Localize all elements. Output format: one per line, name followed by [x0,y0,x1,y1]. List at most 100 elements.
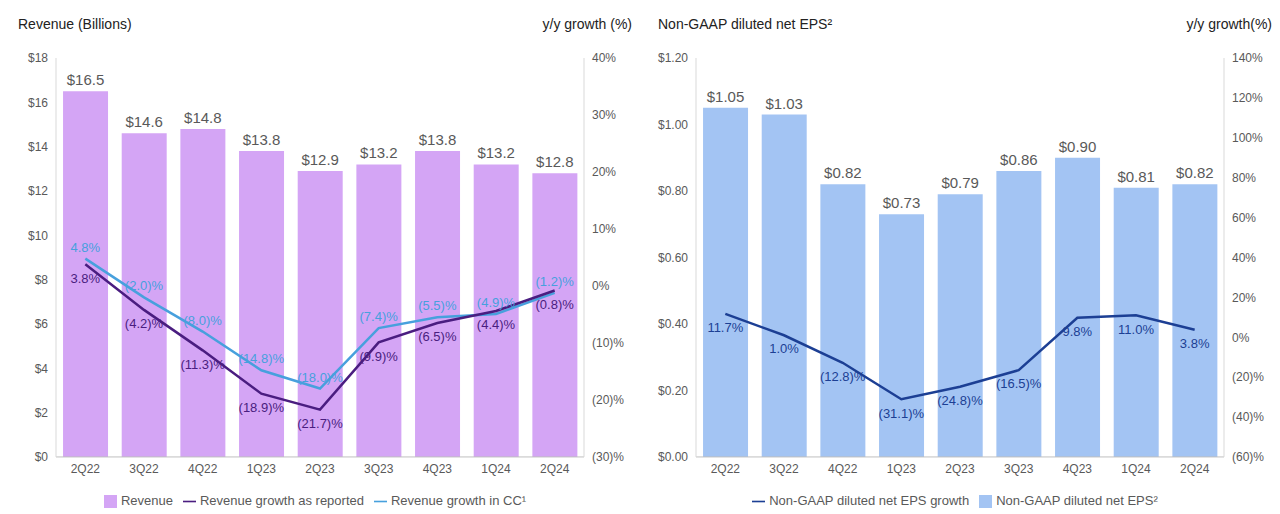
svg-text:60%: 60% [1232,211,1256,225]
svg-text:(1.2)%: (1.2)% [536,274,575,289]
svg-text:0%: 0% [1232,331,1250,345]
svg-text:(8.0)%: (8.0)% [184,313,223,328]
svg-text:4Q23: 4Q23 [423,462,453,476]
svg-text:$13.8: $13.8 [243,131,281,148]
svg-text:$14.6: $14.6 [125,113,163,130]
svg-text:(10)%: (10)% [592,336,624,350]
svg-text:(21.7)%: (21.7)% [297,416,343,431]
svg-text:3Q22: 3Q22 [129,462,159,476]
svg-text:20%: 20% [592,165,616,179]
svg-text:(0.8)%: (0.8)% [536,297,575,312]
svg-text:1Q24: 1Q24 [481,462,511,476]
svg-text:(24.8)%: (24.8)% [937,393,983,408]
svg-text:$8: $8 [35,273,49,287]
svg-text:10%: 10% [592,222,616,236]
svg-text:140%: 140% [1232,51,1263,65]
svg-text:$10: $10 [28,229,48,243]
svg-text:11.7%: 11.7% [707,320,743,335]
svg-text:2Q24: 2Q24 [540,462,570,476]
svg-text:4.8%: 4.8% [71,240,101,255]
svg-text:$0.20: $0.20 [658,384,688,398]
svg-text:0%: 0% [592,279,610,293]
svg-text:$0.80: $0.80 [658,184,688,198]
svg-text:(30)%: (30)% [592,450,624,464]
svg-text:$0.40: $0.40 [658,317,688,331]
svg-text:$12: $12 [28,184,48,198]
svg-text:20%: 20% [1232,291,1256,305]
svg-text:1Q23: 1Q23 [887,462,917,476]
svg-text:$0.90: $0.90 [1059,138,1097,155]
svg-text:$14.8: $14.8 [184,109,222,126]
svg-text:(9.9)%: (9.9)% [360,349,399,364]
svg-text:(16.5)%: (16.5)% [996,376,1042,391]
svg-text:$1.20: $1.20 [658,51,688,65]
svg-text:9.8%: 9.8% [1063,324,1093,339]
svg-text:2Q24: 2Q24 [1180,462,1210,476]
svg-text:$18: $18 [28,51,48,65]
svg-text:(18.9)%: (18.9)% [239,400,285,415]
svg-text:(12.8)%: (12.8)% [820,369,866,384]
svg-text:$0.82: $0.82 [824,164,862,181]
svg-text:$6: $6 [35,317,49,331]
svg-text:$2: $2 [35,406,49,420]
svg-text:(31.1)%: (31.1)% [879,406,925,421]
svg-text:$1.03: $1.03 [765,95,803,112]
svg-text:11.0%: 11.0% [1118,322,1154,337]
svg-text:(7.4)%: (7.4)% [360,309,399,324]
svg-text:(6.5)%: (6.5)% [418,329,457,344]
svg-text:$0.82: $0.82 [1176,164,1214,181]
svg-text:1.0%: 1.0% [769,341,799,356]
svg-text:(20)%: (20)% [1232,370,1264,384]
svg-text:120%: 120% [1232,91,1263,105]
svg-text:$0.79: $0.79 [941,174,979,191]
svg-text:(5.5)%: (5.5)% [418,298,457,313]
svg-text:$0.60: $0.60 [658,251,688,265]
svg-text:$13.2: $13.2 [477,144,515,161]
svg-text:(4.4)%: (4.4)% [477,317,516,332]
svg-text:30%: 30% [592,108,616,122]
svg-text:3Q22: 3Q22 [769,462,799,476]
svg-text:$0.86: $0.86 [1000,151,1038,168]
svg-text:$12.8: $12.8 [536,153,574,170]
svg-text:$16.5: $16.5 [67,71,105,88]
html-text:Revenue (Billions): Revenue (Billions) [18,16,132,32]
svg-text:$0: $0 [35,450,49,464]
svg-text:$0.00: $0.00 [658,450,688,464]
svg-text:(18.0)%: (18.0)% [297,370,343,385]
svg-text:40%: 40% [1232,251,1256,265]
svg-text:$1.00: $1.00 [658,118,688,132]
svg-text:1Q24: 1Q24 [1121,462,1151,476]
svg-text:$1.05: $1.05 [707,88,745,105]
svg-text:3Q23: 3Q23 [1004,462,1034,476]
svg-text:2Q23: 2Q23 [945,462,975,476]
svg-text:(60)%: (60)% [1232,450,1264,464]
svg-text:$14: $14 [28,140,48,154]
svg-text:(4.9)%: (4.9)% [477,295,516,310]
svg-text:(14.8)%: (14.8)% [239,351,285,366]
svg-text:$13.2: $13.2 [360,144,398,161]
svg-text:$0.73: $0.73 [883,194,921,211]
svg-text:2Q22: 2Q22 [711,462,741,476]
svg-text:3Q23: 3Q23 [364,462,394,476]
svg-text:4Q23: 4Q23 [1063,462,1093,476]
svg-text:4Q22: 4Q22 [828,462,858,476]
svg-text:3.8%: 3.8% [71,271,101,286]
svg-text:1Q23: 1Q23 [247,462,277,476]
svg-text:2Q23: 2Q23 [305,462,335,476]
svg-text:$13.8: $13.8 [419,131,457,148]
svg-text:100%: 100% [1232,131,1263,145]
svg-text:4Q22: 4Q22 [188,462,218,476]
svg-text:(40)%: (40)% [1232,410,1264,424]
svg-text:(11.3)%: (11.3)% [180,357,225,372]
svg-text:$0.81: $0.81 [1117,168,1155,185]
svg-text:40%: 40% [592,51,616,65]
svg-text:2Q22: 2Q22 [71,462,101,476]
svg-text:$16: $16 [28,96,48,110]
svg-text:80%: 80% [1232,171,1256,185]
svg-text:(2.0)%: (2.0)% [125,278,164,293]
svg-text:$12.9: $12.9 [301,151,339,168]
svg-text:3.8%: 3.8% [1180,336,1210,351]
svg-text:(20)%: (20)% [592,393,624,407]
svg-text:(4.2)%: (4.2)% [125,316,164,331]
svg-text:$4: $4 [35,362,49,376]
